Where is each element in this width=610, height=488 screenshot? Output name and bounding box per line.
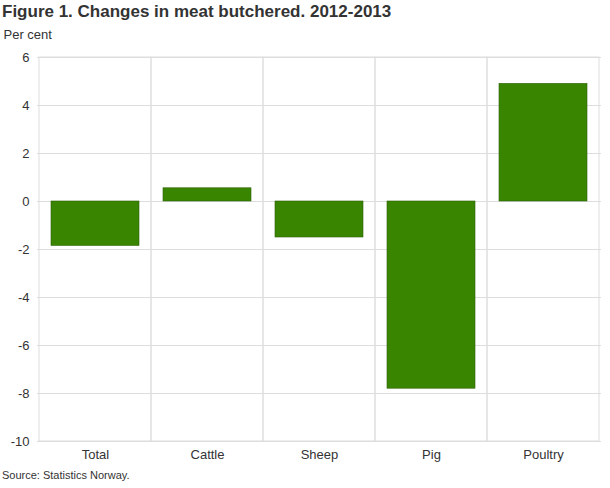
svg-text:6: 6 xyxy=(22,50,29,65)
svg-text:Total: Total xyxy=(82,447,110,462)
svg-text:-2: -2 xyxy=(18,242,30,257)
svg-text:-8: -8 xyxy=(18,386,30,401)
svg-text:-10: -10 xyxy=(11,434,30,449)
svg-text:2: 2 xyxy=(22,146,29,161)
svg-text:-6: -6 xyxy=(18,338,30,353)
html-text:Source: Statistics Norway.: Source: Statistics Norway. xyxy=(2,469,130,481)
svg-text:-4: -4 xyxy=(18,290,30,305)
svg-text:Cattle: Cattle xyxy=(191,447,225,462)
svg-text:Poultry: Poultry xyxy=(523,447,564,462)
svg-text:0: 0 xyxy=(22,194,29,209)
svg-text:Sheep: Sheep xyxy=(301,447,339,462)
svg-text:Per cent: Per cent xyxy=(4,27,53,42)
svg-text:4: 4 xyxy=(22,98,29,113)
html-text:Figure 1. Changes in meat butc: Figure 1. Changes in meat butchered. 201… xyxy=(2,2,392,21)
svg-text:Pig: Pig xyxy=(422,447,441,462)
